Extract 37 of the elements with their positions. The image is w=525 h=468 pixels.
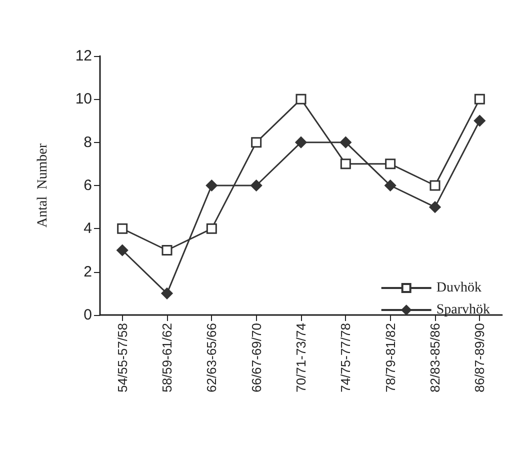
legend-label: Duvhök [436, 280, 482, 296]
x-tick-label: 66/67-69/70 [248, 323, 264, 392]
x-tick-label: 54/55-57/58 [114, 323, 130, 392]
x-tick-label: 78/79-81/82 [382, 323, 398, 392]
point [430, 180, 440, 191]
point [384, 180, 396, 192]
y-axis-title: Antal Number [36, 143, 50, 228]
point [340, 158, 351, 170]
point [161, 288, 173, 300]
point [206, 223, 217, 234]
point [385, 158, 396, 170]
point [251, 137, 262, 148]
x-tick-label: 86/87-89/90 [472, 323, 488, 392]
point [162, 245, 172, 256]
legend-label: Sparvhök [436, 302, 490, 318]
point [296, 94, 306, 104]
y-tick-label: 8 [84, 134, 92, 151]
point [116, 244, 128, 256]
x-tick-label: 58/59-61/62 [160, 323, 174, 392]
y-tick-label: 2 [84, 263, 92, 280]
point [117, 223, 128, 234]
point [206, 180, 218, 192]
y-tick-label: 4 [84, 220, 92, 238]
y-tick-label: 12 [75, 48, 92, 64]
x-tick-label: 70/71-73/74 [294, 323, 308, 392]
point [474, 115, 486, 126]
x-tick-label: 62/63-65/66 [204, 323, 220, 392]
point [340, 136, 352, 148]
point [429, 201, 441, 213]
y-tick-label: 10 [75, 90, 92, 108]
y-tick-label: 0 [84, 306, 92, 324]
point [295, 136, 307, 148]
x-tick-label: 74/75-77/78 [338, 323, 354, 392]
y-tick-label: 6 [84, 177, 92, 194]
point [474, 94, 485, 104]
point [250, 180, 262, 192]
x-tick-label: 82/83-85/86 [428, 323, 442, 392]
